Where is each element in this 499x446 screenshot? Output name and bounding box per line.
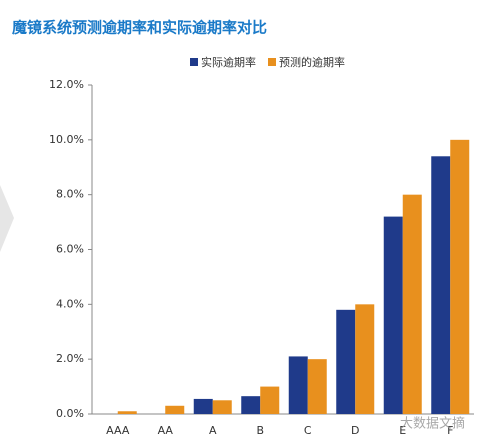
bar	[307, 359, 327, 414]
bar	[165, 405, 185, 414]
legend-swatch	[268, 58, 276, 66]
y-tick-label: 6.0%	[56, 243, 84, 256]
legend-swatch	[190, 58, 198, 66]
bar	[117, 411, 137, 414]
x-tick-label: A	[209, 424, 217, 437]
y-tick-label: 4.0%	[56, 297, 84, 310]
x-tick-label: F	[447, 424, 453, 437]
legend-label: 实际逾期率	[201, 55, 256, 69]
bar	[383, 216, 403, 414]
y-tick-label: 10.0%	[49, 133, 84, 146]
x-tick-label: C	[304, 424, 312, 437]
y-tick-label: 0.0%	[56, 407, 84, 420]
bar	[355, 304, 375, 414]
x-tick-label: E	[399, 424, 406, 437]
bar	[431, 156, 451, 415]
bar	[402, 194, 422, 414]
bar	[260, 386, 280, 414]
y-tick-label: 8.0%	[56, 188, 84, 201]
chart-title: 魔镜系统预测逾期率和实际逾期率对比	[12, 19, 267, 37]
bar	[212, 400, 232, 414]
decoration	[0, 185, 14, 252]
y-tick-label: 12.0%	[49, 78, 84, 91]
x-tick-label: AAA	[106, 424, 130, 437]
bar	[241, 396, 261, 414]
x-tick-label: D	[351, 424, 359, 437]
bar	[288, 356, 308, 414]
y-tick-label: 2.0%	[56, 352, 84, 365]
legend-label: 预测的逾期率	[279, 55, 345, 69]
bar	[193, 398, 213, 414]
bar	[450, 139, 470, 415]
x-tick-label: AA	[158, 424, 174, 437]
x-tick-label: B	[256, 424, 264, 437]
bar	[336, 309, 356, 414]
watermark: 大数据文摘	[400, 416, 465, 432]
